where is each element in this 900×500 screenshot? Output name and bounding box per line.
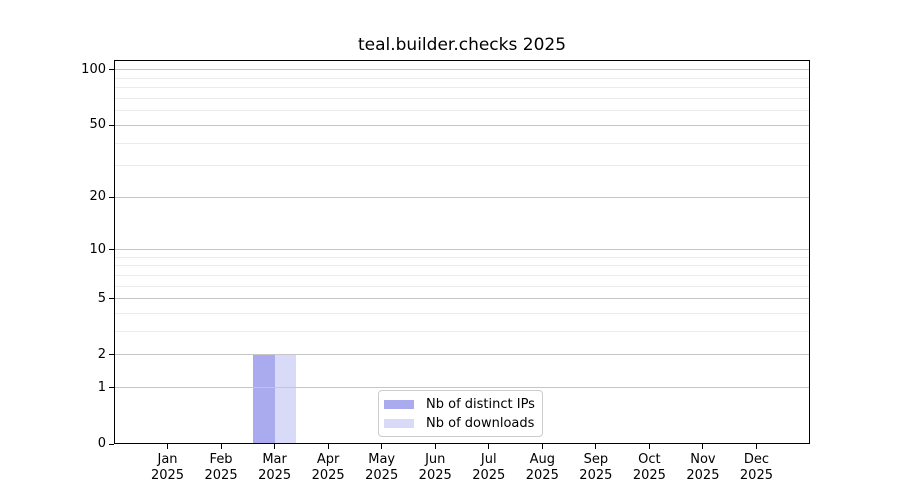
y-tick-label: 0 — [97, 436, 106, 451]
y-tick-mark — [109, 249, 114, 251]
y-tick-label: 1 — [97, 379, 106, 395]
x-tick-label-jan: Jan 2025 — [138, 452, 198, 484]
minor-gridline — [114, 265, 810, 267]
y-tick-mark — [109, 387, 114, 389]
major-gridline — [114, 298, 810, 300]
x-tick-label-apr: Apr 2025 — [298, 452, 358, 484]
x-tick-mark — [274, 444, 276, 449]
legend-item-downloads: Nb of downloads — [384, 414, 542, 433]
x-tick-mark — [327, 444, 329, 449]
y-tick-mark — [109, 124, 114, 126]
month-year: 2025 — [579, 468, 613, 483]
minor-gridline — [114, 110, 810, 112]
month-year: 2025 — [632, 468, 666, 483]
y-tick-label: 2 — [97, 346, 106, 362]
month-year: 2025 — [311, 468, 345, 483]
x-tick-label-jun: Jun 2025 — [405, 452, 465, 484]
minor-gridline — [114, 165, 810, 167]
minor-gridline — [114, 87, 810, 89]
month-name: Apr — [316, 452, 340, 467]
major-gridline — [114, 196, 810, 198]
major-gridline — [114, 124, 810, 126]
month-year: 2025 — [686, 468, 720, 483]
y-tick-label: 20 — [89, 189, 106, 205]
x-tick-mark — [381, 444, 383, 449]
month-name: Oct — [638, 452, 661, 467]
y-tick-mark — [109, 69, 114, 71]
month-year: 2025 — [739, 468, 773, 483]
x-tick-label-feb: Feb 2025 — [191, 452, 251, 484]
legend-item-distinct-ips: Nb of distinct IPs — [384, 395, 542, 414]
y-tick-label: 5 — [97, 290, 106, 306]
x-tick-mark — [434, 444, 436, 449]
month-name: Jun — [425, 452, 446, 467]
x-tick-mark — [488, 444, 490, 449]
y-tick-mark — [109, 298, 114, 300]
month-year: 2025 — [418, 468, 452, 483]
x-tick-mark — [541, 444, 543, 449]
month-name: May — [368, 452, 396, 467]
legend: Nb of distinct IPs Nb of downloads — [378, 390, 543, 437]
minor-gridline — [114, 142, 810, 144]
month-name: Jan — [157, 452, 178, 467]
chart-title: teal.builder.checks 2025 — [357, 35, 567, 55]
minor-gridline — [114, 331, 810, 333]
month-year: 2025 — [472, 468, 506, 483]
x-tick-mark — [702, 444, 704, 449]
x-tick-mark — [595, 444, 597, 449]
month-year: 2025 — [525, 468, 559, 483]
y-tick-label: 10 — [89, 241, 106, 257]
major-gridline — [114, 69, 810, 71]
x-tick-label-oct: Oct 2025 — [619, 452, 679, 484]
minor-gridline — [114, 285, 810, 287]
minor-gridline — [114, 256, 810, 258]
x-tick-mark — [167, 444, 169, 449]
month-name: Feb — [209, 452, 233, 467]
legend-swatch-downloads — [384, 419, 414, 428]
month-year: 2025 — [365, 468, 399, 483]
month-year: 2025 — [204, 468, 238, 483]
bar-downloads-mar — [274, 354, 297, 444]
bar-distinct-ips-mar — [253, 354, 275, 444]
month-name: Sep — [583, 452, 609, 467]
y-tick-mark — [109, 443, 114, 445]
x-tick-label-may: May 2025 — [352, 452, 412, 484]
legend-label-downloads: Nb of downloads — [426, 416, 535, 431]
major-gridline — [114, 354, 810, 356]
major-gridline — [114, 387, 810, 389]
major-gridline — [114, 249, 810, 251]
y-tick-label: 100 — [81, 61, 106, 77]
x-tick-label-dec: Dec 2025 — [726, 452, 786, 484]
month-year: 2025 — [150, 468, 185, 483]
y-tick-mark — [109, 196, 114, 198]
minor-gridline — [114, 77, 810, 79]
month-name: Mar — [262, 452, 287, 467]
minor-gridline — [114, 274, 810, 276]
x-tick-mark — [755, 444, 757, 449]
x-tick-mark — [648, 444, 650, 449]
x-tick-label-sep: Sep 2025 — [566, 452, 626, 484]
x-tick-label-jul: Jul 2025 — [459, 452, 519, 484]
minor-gridline — [114, 98, 810, 100]
month-name: Nov — [690, 452, 716, 467]
y-tick-mark — [109, 354, 114, 356]
x-tick-mark — [220, 444, 222, 449]
y-tick-label: 50 — [89, 117, 106, 133]
x-tick-label-aug: Aug 2025 — [512, 452, 572, 484]
legend-swatch-distinct-ips — [384, 400, 414, 409]
month-name: Aug — [529, 452, 555, 467]
month-name: Dec — [743, 452, 770, 467]
month-year: 2025 — [258, 468, 292, 483]
x-tick-label-mar: Mar 2025 — [245, 452, 305, 484]
x-tick-label-nov: Nov 2025 — [673, 452, 733, 484]
legend-label-distinct-ips: Nb of distinct IPs — [426, 397, 535, 412]
month-name: Jul — [480, 452, 497, 467]
minor-gridline — [114, 313, 810, 315]
